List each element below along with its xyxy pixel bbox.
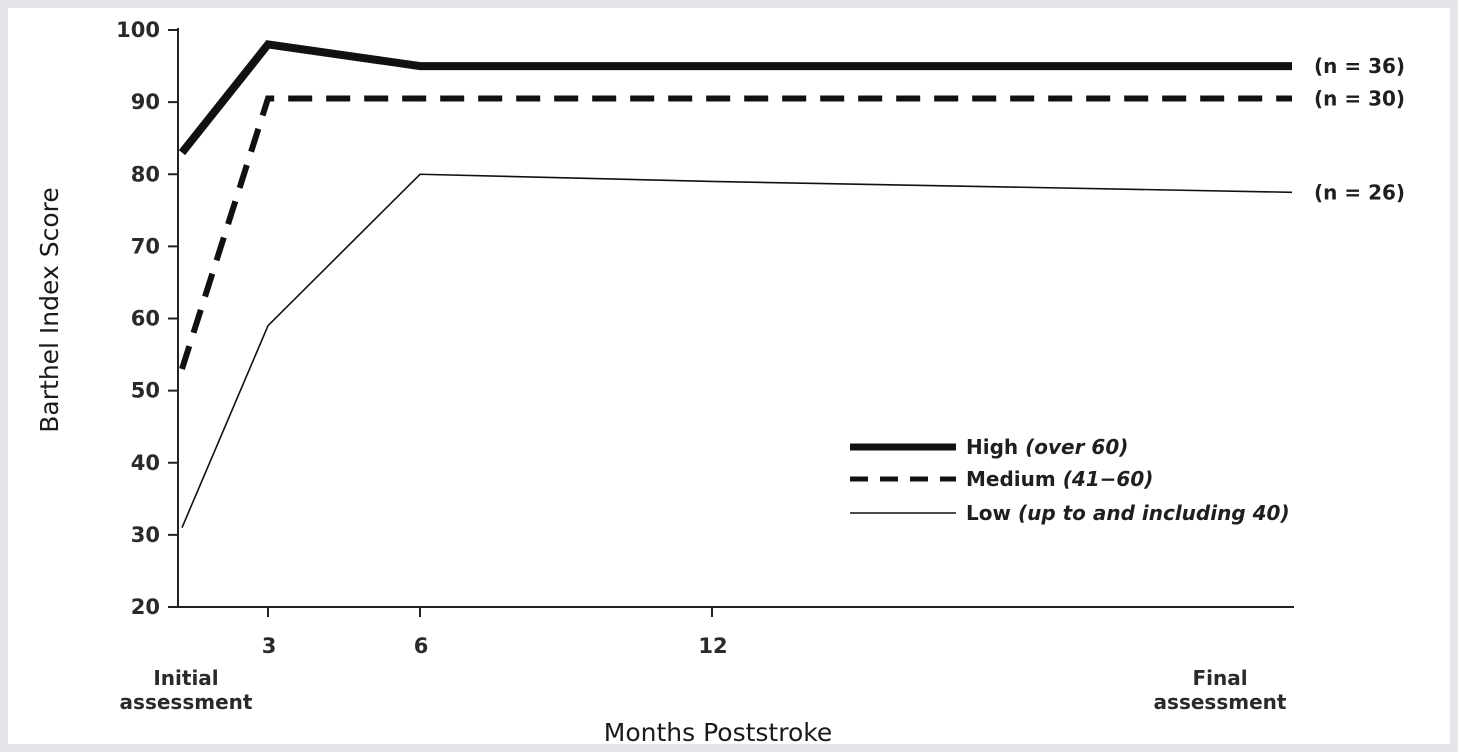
y-tick-label: 70	[131, 234, 160, 258]
legend-series-qualifier: (41−60)	[1063, 467, 1154, 491]
x-tick-label: 6	[414, 634, 429, 658]
y-tick-label: 90	[131, 90, 160, 114]
x-tick-label: 12	[698, 634, 727, 658]
y-tick-label: 40	[131, 451, 160, 475]
x-end-label: assessment	[1154, 690, 1287, 714]
y-axis-title: Barthel Index Score	[35, 187, 64, 432]
x-tick-label: 3	[262, 634, 277, 658]
x-end-label: Final	[1192, 666, 1247, 690]
y-tick-label: 80	[131, 162, 160, 186]
n-label-low: (n = 26)	[1314, 180, 1405, 204]
y-tick-label: 50	[131, 379, 160, 403]
y-tick-label: 20	[131, 595, 160, 619]
series-line-medium	[179, 95, 1292, 370]
legend-series-name: High	[966, 435, 1025, 459]
axes: 20 30 40 50 60 70 80 90 100 3 6 12	[116, 18, 1294, 658]
legend-label-low: Low (up to and including 40)	[966, 501, 1290, 525]
series-layer	[178, 40, 1293, 528]
x-start-label: Initial	[153, 666, 218, 690]
legend-series-qualifier: (up to and including 40)	[1018, 501, 1290, 525]
x-axis-title: Months Poststroke	[604, 718, 832, 747]
chart-frame	[8, 8, 1450, 744]
n-label-medium: (n = 30)	[1314, 87, 1405, 111]
y-tick-label: 30	[131, 523, 160, 547]
legend-series-qualifier: (over 60)	[1025, 435, 1128, 459]
legend-series-name: Medium	[966, 467, 1063, 491]
y-tick-label: 60	[131, 307, 160, 331]
n-label-high: (n = 36)	[1314, 54, 1405, 78]
x-start-label: assessment	[120, 690, 253, 714]
legend-label-medium: Medium (41−60)	[966, 467, 1153, 491]
y-tick-label: 100	[116, 18, 160, 42]
legend-label-high: High (over 60)	[966, 435, 1128, 459]
legend-series-name: Low	[966, 501, 1018, 525]
legend: High (over 60) Medium (41−60) Low (up to a…	[850, 435, 1290, 525]
